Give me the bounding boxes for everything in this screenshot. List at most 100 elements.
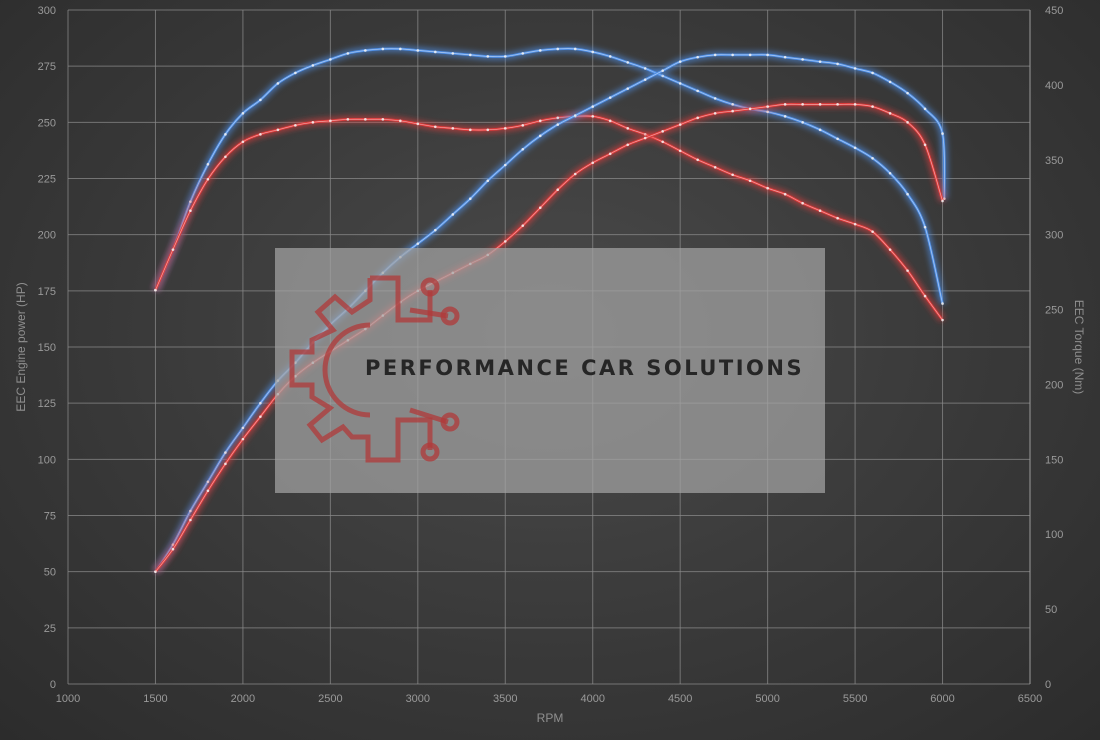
right-tick-label: 200	[1045, 379, 1063, 391]
data-point	[818, 128, 822, 132]
left-tick-label: 125	[38, 398, 56, 410]
data-point	[538, 49, 542, 52]
data-point	[783, 103, 787, 106]
x-tick-label: 3000	[406, 693, 430, 705]
data-point	[171, 547, 175, 551]
x-tick-label: 4000	[580, 693, 604, 705]
data-point	[923, 294, 927, 298]
x-tick-label: 2500	[318, 693, 342, 705]
data-point	[259, 401, 262, 405]
data-point	[206, 177, 210, 181]
left-tick-label: 275	[38, 61, 56, 73]
data-point	[521, 52, 525, 55]
data-point	[154, 570, 157, 573]
data-point	[748, 107, 752, 111]
data-point	[661, 130, 664, 133]
data-point	[906, 91, 909, 95]
left-axis-ticks: 0 25 50 75 100 125 150 175 200 225 250 275 300	[38, 5, 56, 691]
data-point	[224, 155, 227, 159]
data-point	[871, 105, 874, 108]
data-point	[259, 415, 262, 418]
data-point	[766, 105, 769, 108]
data-point	[731, 109, 734, 113]
data-point	[346, 118, 350, 121]
data-point	[503, 55, 507, 58]
data-point	[783, 55, 787, 59]
right-tick-label: 250	[1045, 305, 1063, 317]
x-tick-label: 2000	[231, 693, 255, 705]
data-point	[276, 82, 280, 85]
x-tick-label: 3500	[493, 693, 517, 705]
right-tick-label: 100	[1045, 529, 1063, 541]
gear-circuit-logo-icon	[289, 275, 460, 463]
data-point	[503, 240, 507, 243]
data-point	[941, 199, 944, 203]
data-point	[241, 437, 245, 441]
x-tick-label: 4500	[668, 693, 692, 705]
series-highlight	[155, 115, 943, 321]
data-point	[748, 179, 752, 183]
data-point	[853, 222, 857, 226]
data-point	[608, 152, 612, 156]
data-point	[731, 53, 734, 57]
data-point	[206, 162, 210, 166]
data-point	[503, 163, 507, 167]
data-point	[836, 216, 839, 220]
data-point	[626, 87, 630, 90]
data-point	[294, 124, 297, 127]
data-point	[941, 318, 944, 322]
data-point	[276, 128, 280, 132]
data-point	[713, 53, 717, 57]
data-point	[853, 146, 857, 150]
data-point	[451, 52, 455, 55]
data-point	[941, 132, 944, 135]
data-point	[766, 53, 769, 57]
data-point	[906, 269, 909, 272]
left-tick-label: 300	[38, 5, 56, 17]
data-point	[468, 128, 472, 132]
data-point	[451, 213, 455, 216]
data-point	[206, 489, 210, 493]
data-point	[626, 61, 630, 64]
data-point	[573, 114, 577, 117]
data-point	[556, 188, 560, 192]
data-point	[224, 451, 227, 454]
right-tick-label: 150	[1045, 454, 1063, 466]
data-point	[801, 121, 804, 124]
left-tick-label: 25	[44, 623, 56, 635]
watermark-text: PERFORMANCE CAR SOLUTIONS	[365, 356, 804, 380]
right-tick-label: 450	[1045, 5, 1063, 17]
data-point	[801, 103, 804, 106]
data-point	[608, 119, 612, 123]
x-axis-title: RPM	[537, 711, 564, 725]
x-tick-label: 1000	[56, 693, 80, 705]
data-point	[416, 122, 420, 126]
right-tick-label: 300	[1045, 230, 1063, 242]
data-point	[888, 171, 892, 175]
right-tick-label: 0	[1045, 679, 1051, 691]
data-point	[311, 64, 315, 67]
data-point	[801, 201, 804, 205]
data-point	[259, 133, 262, 136]
right-tick-label: 400	[1045, 80, 1063, 92]
data-point	[923, 225, 927, 229]
data-point	[923, 107, 927, 111]
data-point	[503, 127, 507, 130]
data-point	[818, 103, 822, 106]
data-point	[468, 53, 472, 57]
data-point	[626, 143, 630, 147]
left-axis-title: EEC Engine power (HP)	[14, 282, 28, 411]
data-point	[241, 426, 245, 430]
data-point	[538, 119, 542, 123]
x-tick-label: 5500	[843, 693, 867, 705]
data-point	[696, 116, 699, 120]
data-point	[521, 147, 525, 151]
data-point	[643, 67, 647, 70]
data-point	[206, 480, 210, 484]
data-point	[364, 49, 367, 52]
data-point	[171, 248, 175, 251]
x-axis-ticks: 1000 1500 2000 2500 3000 3500 4000 4500 5000 5500…	[56, 693, 1042, 705]
left-tick-label: 225	[38, 174, 56, 186]
data-point	[661, 69, 664, 72]
